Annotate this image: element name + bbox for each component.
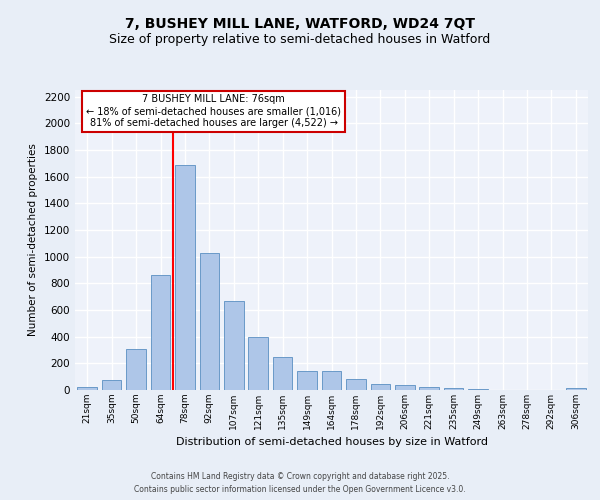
Text: 7 BUSHEY MILL LANE: 76sqm
← 18% of semi-detached houses are smaller (1,016)
81% : 7 BUSHEY MILL LANE: 76sqm ← 18% of semi-… (86, 94, 341, 128)
Text: Contains public sector information licensed under the Open Government Licence v3: Contains public sector information licen… (134, 485, 466, 494)
Bar (395, 386, 415, 390)
Bar (468, 389, 488, 390)
Bar (175, 164, 194, 390)
Text: Size of property relative to semi-detached houses in Watford: Size of property relative to semi-detach… (109, 32, 491, 46)
Bar (248, 338, 268, 390)
Bar (224, 300, 244, 390)
Text: 7, BUSHEY MILL LANE, WATFORD, WD24 7QT: 7, BUSHEY MILL LANE, WATFORD, WD24 7QT (125, 18, 475, 32)
Bar (273, 357, 292, 390)
Bar (77, 388, 97, 390)
Bar (371, 384, 390, 390)
X-axis label: Distribution of semi-detached houses by size in Watford: Distribution of semi-detached houses by … (176, 438, 487, 448)
Bar (419, 386, 439, 390)
Text: Contains HM Land Registry data © Crown copyright and database right 2025.: Contains HM Land Registry data © Crown c… (151, 472, 449, 481)
Bar (322, 372, 341, 390)
Bar (200, 252, 219, 390)
Bar (444, 388, 463, 390)
Bar (566, 388, 586, 390)
Bar (297, 372, 317, 390)
Bar (102, 380, 121, 390)
Bar (151, 276, 170, 390)
Bar (346, 380, 366, 390)
Bar (127, 348, 146, 390)
Y-axis label: Number of semi-detached properties: Number of semi-detached properties (28, 144, 38, 336)
